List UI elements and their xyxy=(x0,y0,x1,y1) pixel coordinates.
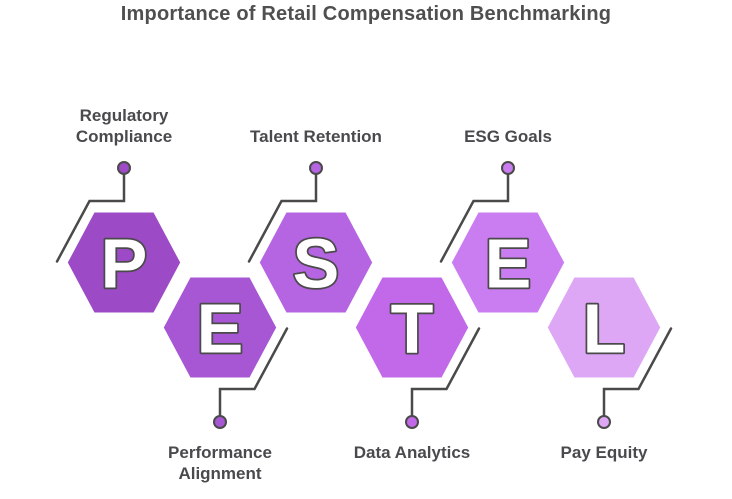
hexagon-label-performance-alignment: Performance Alignment xyxy=(110,442,330,484)
connector-dot-talent-retention xyxy=(309,161,323,175)
hexagon-letter-regulatory-compliance: P xyxy=(101,225,148,303)
connector-dot-performance-alignment xyxy=(213,415,227,429)
hexagon-regulatory-compliance[interactable] xyxy=(62,207,186,318)
hexagon-label-esg-goals: ESG Goals xyxy=(398,126,618,147)
connector-dot-esg-goals xyxy=(501,161,515,175)
connector-line-esg-goals xyxy=(439,172,510,263)
hexagon-letter-talent-retention: S xyxy=(293,225,340,303)
connector-dot-regulatory-compliance xyxy=(117,161,131,175)
label-line: Alignment xyxy=(178,464,262,483)
hexagon-label-regulatory-compliance: Regulatory Compliance xyxy=(14,105,234,147)
label-line: Data Analytics xyxy=(353,443,471,462)
connector-line-pay-equity xyxy=(602,327,673,418)
label-line: ESG Goals xyxy=(464,127,552,146)
connectors-group xyxy=(55,161,673,429)
label-line: Regulatory xyxy=(79,106,169,125)
label-line: Pay Equity xyxy=(560,443,648,462)
hexagon-letter-data-analytics: T xyxy=(391,290,434,368)
hexagon-data-analytics[interactable] xyxy=(350,272,474,383)
hexagon-letter-pay-equity: L xyxy=(583,290,626,368)
connector-line-performance-alignment xyxy=(218,327,289,418)
label-line: Talent Retention xyxy=(250,127,382,146)
hexagon-label-talent-retention: Talent Retention xyxy=(206,126,426,147)
hexagons-group xyxy=(62,207,666,383)
connector-dot-pay-equity xyxy=(597,415,611,429)
page-title: Importance of Retail Compensation Benchm… xyxy=(120,3,612,25)
label-line: Compliance xyxy=(75,127,173,146)
label-line: Performance xyxy=(168,443,272,462)
hexagon-letter-performance-alignment: E xyxy=(197,290,244,368)
connector-dot-data-analytics xyxy=(405,415,419,429)
connector-line-data-analytics xyxy=(410,327,481,418)
hexagon-performance-alignment[interactable] xyxy=(158,272,282,383)
hexagon-label-pay-equity: Pay Equity xyxy=(494,442,714,463)
hexagon-letter-esg-goals: E xyxy=(485,225,532,303)
connector-line-talent-retention xyxy=(247,172,318,263)
hexagon-talent-retention[interactable] xyxy=(254,207,378,318)
hexagon-label-data-analytics: Data Analytics xyxy=(302,442,522,463)
hexagon-esg-goals[interactable] xyxy=(446,207,570,318)
hexagon-pay-equity[interactable] xyxy=(542,272,666,383)
connector-line-regulatory-compliance xyxy=(55,172,126,263)
